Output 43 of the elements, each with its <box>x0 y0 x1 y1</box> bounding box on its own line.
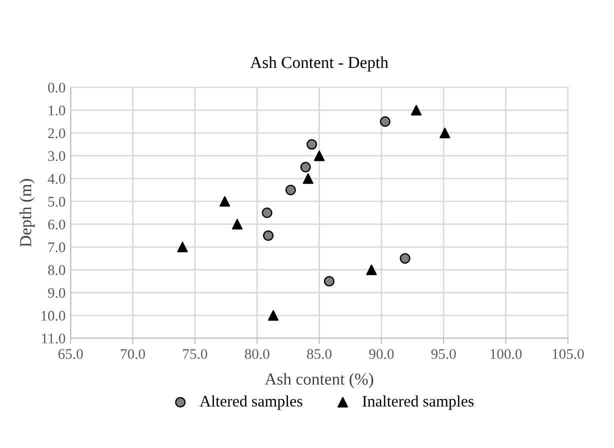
point <box>366 264 377 276</box>
x-tick-label: 70.0 <box>120 349 145 359</box>
point <box>314 150 325 162</box>
y-tick-label: 4.0 <box>48 174 66 184</box>
y-axis-title: Depth (m) <box>20 179 35 247</box>
y-tick-label: 6.0 <box>48 220 66 230</box>
point <box>268 310 279 321</box>
point <box>177 242 188 252</box>
y-tick-label: 2.0 <box>48 128 66 138</box>
point <box>440 128 450 138</box>
x-tick-label: 65.0 <box>58 349 83 359</box>
chart-title: Ash Content - Depth <box>250 56 388 72</box>
y-tick-label: 11.0 <box>42 334 66 344</box>
x-tick-label: 95.0 <box>431 349 456 359</box>
y-tick-label: 10.0 <box>42 310 66 321</box>
x-tick-label: 85.0 <box>307 349 332 359</box>
y-tick-label: 0.0 <box>48 82 66 93</box>
point <box>380 116 390 127</box>
point <box>410 104 422 116</box>
point <box>302 173 314 184</box>
x-tick-label: 105.0 <box>552 349 584 359</box>
point <box>263 230 274 241</box>
x-tick-label: 80.0 <box>244 349 270 359</box>
x-tick-label: 75.0 <box>183 349 208 359</box>
y-tick-label: 5.0 <box>48 196 66 207</box>
x-tick-label: 90.0 <box>369 349 394 359</box>
point <box>324 276 335 287</box>
point <box>306 139 318 150</box>
y-tick-label: 8.0 <box>48 265 66 276</box>
y-tick-label: 1.0 <box>48 106 66 116</box>
point <box>232 218 243 230</box>
y-tick-label: 7.0 <box>48 242 66 252</box>
y-tick-label: 3.0 <box>48 151 66 162</box>
legend-label: Altered samples <box>200 395 302 410</box>
legend-label: Inaltered samples <box>362 395 474 410</box>
point <box>400 253 410 264</box>
point <box>262 208 272 218</box>
x-tick-label: 100.0 <box>490 349 522 359</box>
x-axis-title: Ash content (%) <box>264 372 374 388</box>
point <box>300 162 311 172</box>
point <box>285 184 296 196</box>
y-tick-label: 9.0 <box>48 288 66 298</box>
point <box>220 196 230 207</box>
